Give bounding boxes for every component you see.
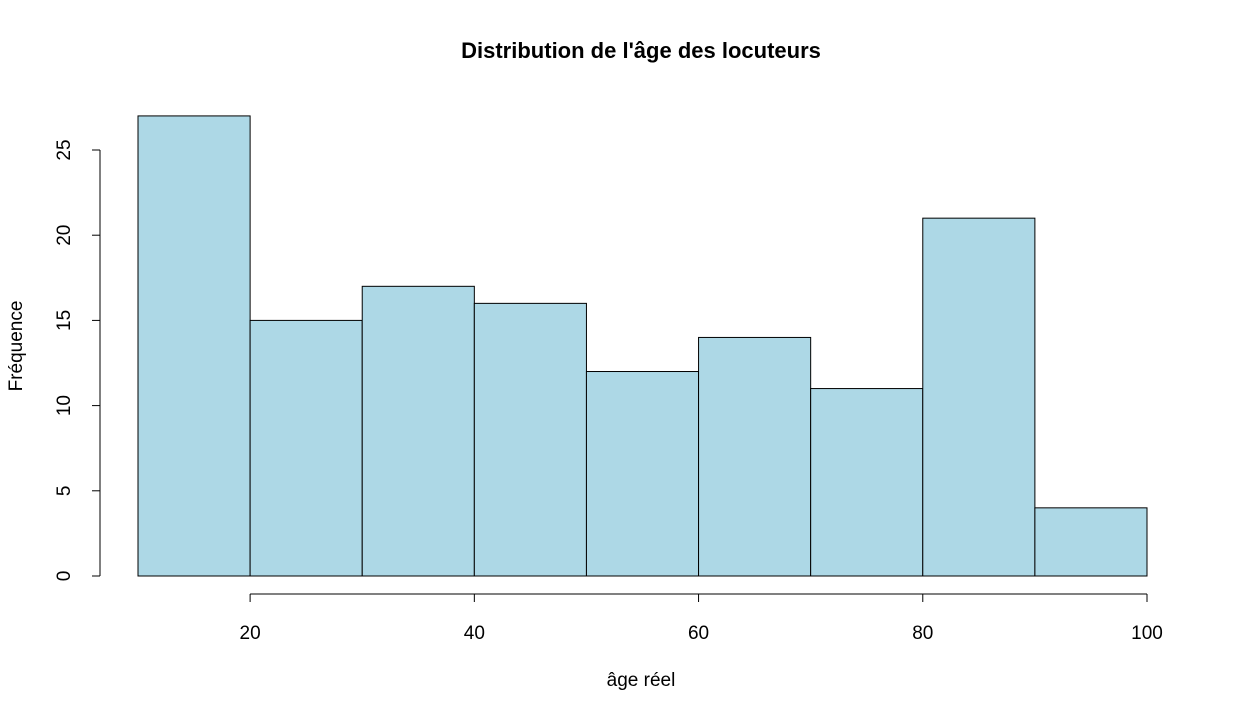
x-tick-label-40: 40: [464, 623, 485, 644]
y-axis: 0 5 10 15 20 25: [54, 139, 101, 582]
histogram-bar-40-50: [473, 302, 587, 577]
histogram-bar-10-20: [137, 115, 251, 577]
chart-title: Distribution de l'âge des locuteurs: [461, 38, 821, 63]
x-tick-label-20: 20: [240, 623, 261, 644]
x-tick-label-60: 60: [688, 623, 709, 644]
histogram-bar-30-40: [361, 285, 475, 577]
y-tick-label-20: 20: [54, 225, 75, 246]
x-tick-label-80: 80: [912, 623, 933, 644]
y-axis-label: Fréquence: [6, 301, 27, 392]
histogram-bar-50-60: [585, 371, 700, 577]
histogram-bar-90-100: [1034, 507, 1148, 577]
y-tick-label-25: 25: [54, 139, 75, 160]
x-tick-label-100: 100: [1131, 623, 1163, 644]
y-tick-label-5: 5: [54, 486, 75, 497]
histogram-bar-80-90: [922, 217, 1036, 577]
histogram-bar-70-80: [810, 388, 924, 577]
histogram-bar-20-30: [249, 319, 363, 577]
x-axis-label: âge réel: [607, 670, 676, 691]
bars-group: [137, 115, 1148, 577]
histogram-bar-60-70: [698, 336, 812, 577]
x-axis: 20 40 60 80 100: [240, 593, 1163, 644]
y-tick-label-15: 15: [54, 310, 75, 331]
y-tick-label-10: 10: [54, 395, 75, 416]
y-tick-label-0: 0: [54, 571, 75, 582]
